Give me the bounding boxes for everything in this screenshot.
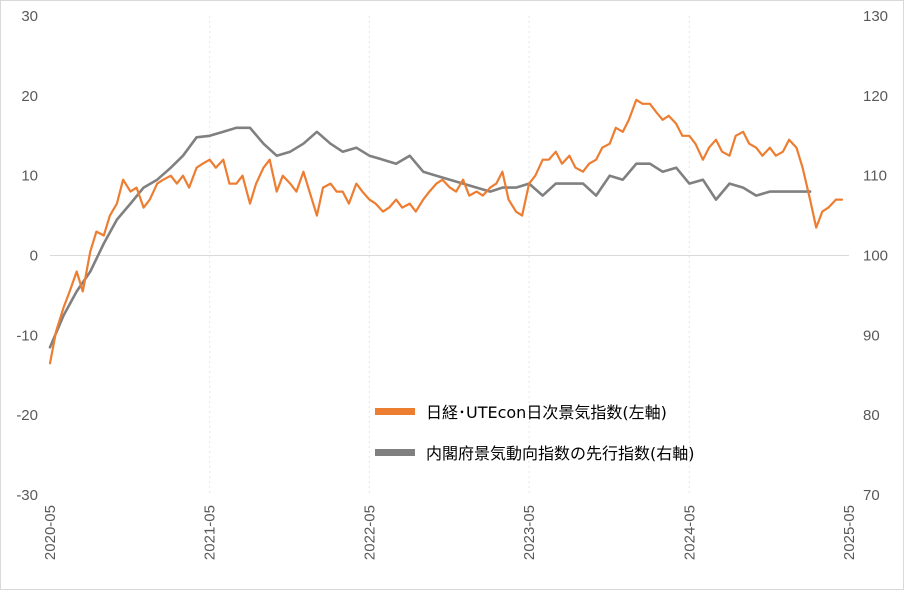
x-tick-label: 2021-05 — [202, 505, 219, 560]
right-tick-label: 90 — [863, 327, 880, 344]
x-tick-label: 2024-05 — [681, 505, 698, 560]
right-tick-label: 120 — [863, 88, 888, 105]
left-tick-label: 20 — [21, 88, 38, 105]
right-tick-label: 80 — [863, 407, 880, 424]
legend: 日経･UTEcon日次景気指数(左軸) 内閣府景気動向指数の先行指数(右軸) — [375, 403, 695, 463]
left-tick-label: 10 — [21, 168, 38, 185]
gridlines — [50, 16, 849, 495]
legend-label-cabinet-leading-index: 内閣府景気動向指数の先行指数(右軸) — [426, 444, 695, 463]
right-axis-ticks: 130 120 110 100 90 80 70 — [863, 8, 888, 504]
left-tick-label: -10 — [16, 327, 38, 344]
x-tick-label: 2022-05 — [361, 505, 378, 560]
left-axis-ticks: 30 20 10 0 -10 -20 -30 — [16, 8, 38, 504]
x-axis-ticks: 2020-05 2021-05 2022-05 2023-05 2024-05 2025-… — [42, 505, 858, 560]
series-line-nikkei-utecon — [48, 98, 844, 365]
left-tick-label: 30 — [21, 8, 38, 25]
right-tick-label: 70 — [863, 487, 880, 504]
legend-swatch-cabinet-leading-index — [375, 449, 415, 456]
x-tick-label: 2020-05 — [42, 505, 59, 560]
right-tick-label: 130 — [863, 8, 888, 25]
left-tick-label: -30 — [16, 487, 38, 504]
x-tick-label: 2023-05 — [521, 505, 538, 560]
series-line-cabinet-leading-index — [48, 126, 812, 349]
x-tick-label: 2025-05 — [841, 505, 858, 560]
right-tick-label: 100 — [863, 248, 888, 265]
right-tick-label: 110 — [863, 168, 887, 185]
legend-swatch-nikkei-utecon — [375, 408, 415, 415]
series-lines — [48, 98, 844, 365]
left-tick-label: 0 — [30, 248, 38, 265]
left-tick-label: -20 — [16, 407, 38, 424]
legend-label-nikkei-utecon: 日経･UTEcon日次景気指数(左軸) — [426, 403, 667, 422]
